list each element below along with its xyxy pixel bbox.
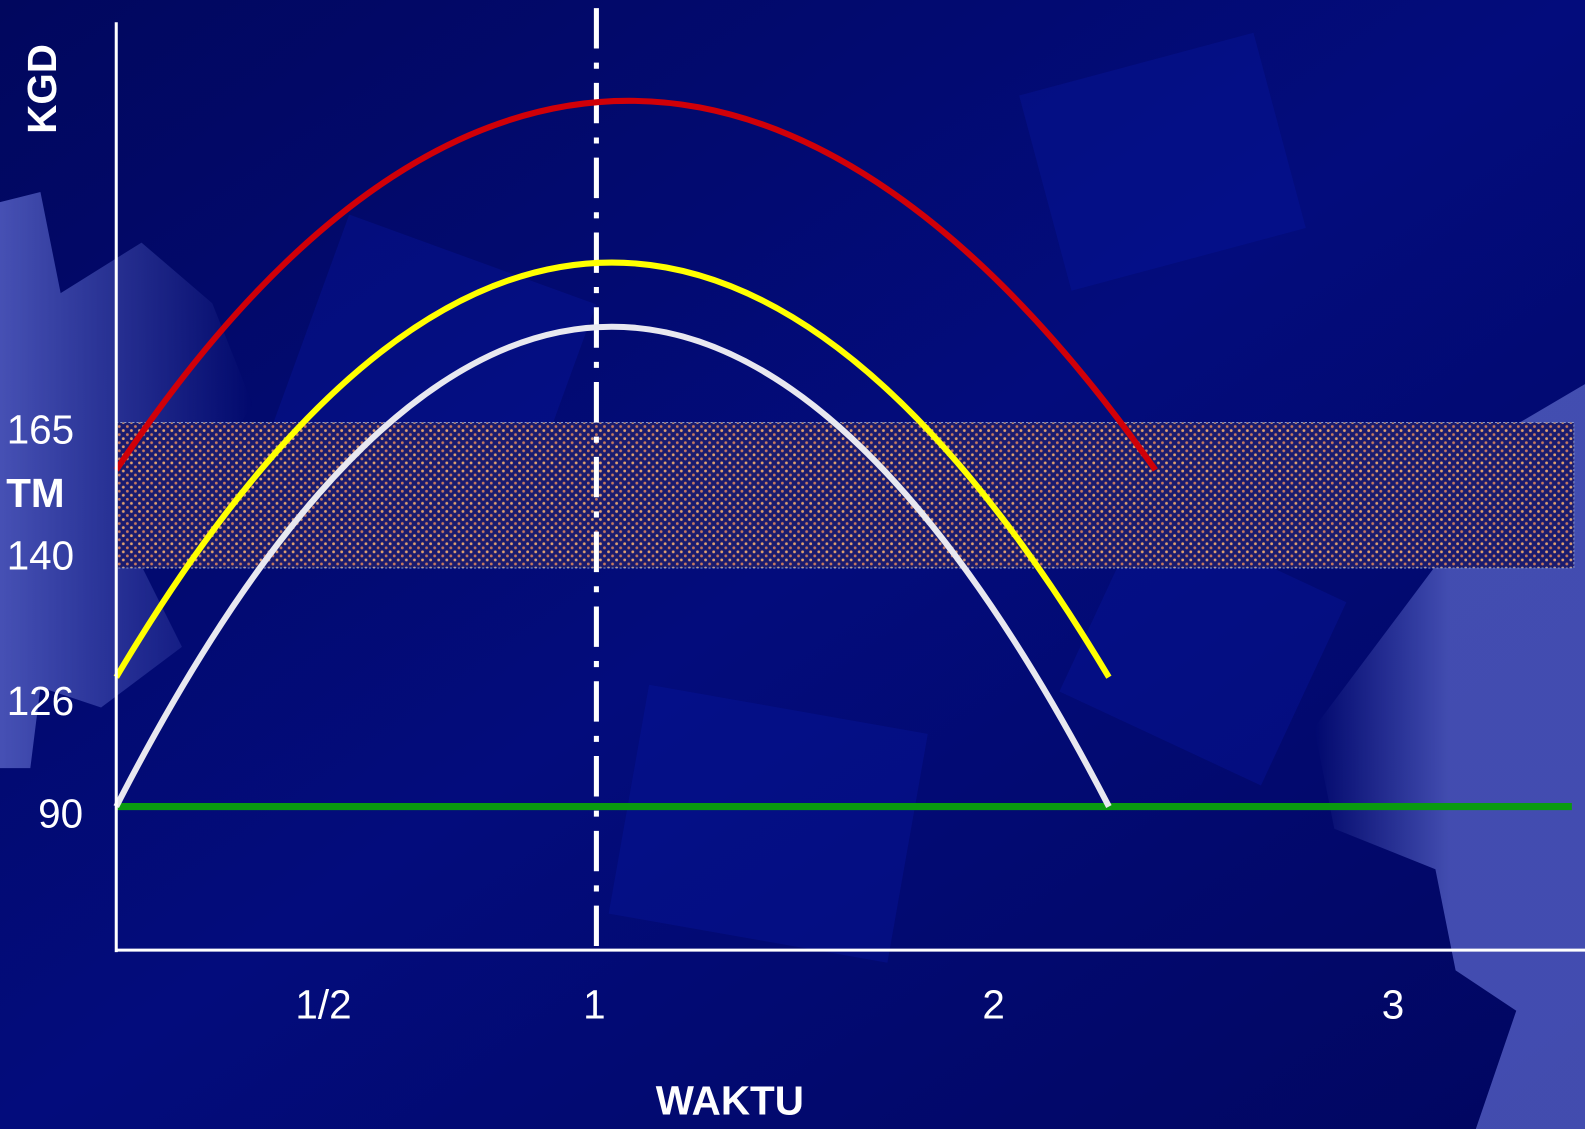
slide: KGD 165 TM 140 126 90 1/2 1 2 3 WAKTU bbox=[0, 0, 1585, 1129]
y-label: 90 bbox=[38, 790, 83, 836]
y-label: 140 bbox=[7, 533, 74, 579]
page: {"y_axis": {"title": "KGD", "labels": ["… bbox=[0, 0, 1585, 1129]
x-label: 2 bbox=[982, 981, 1004, 1027]
y-label: TM bbox=[6, 470, 64, 516]
tm-band bbox=[116, 422, 1574, 568]
y-label: 165 bbox=[7, 406, 74, 452]
x-label: 1 bbox=[583, 981, 605, 1027]
x-label: 1/2 bbox=[295, 981, 351, 1027]
y-axis-title: KGD bbox=[19, 44, 65, 134]
x-label: 3 bbox=[1382, 981, 1404, 1027]
y-label: 126 bbox=[7, 678, 74, 724]
x-axis-title: WAKTU bbox=[656, 1077, 804, 1123]
